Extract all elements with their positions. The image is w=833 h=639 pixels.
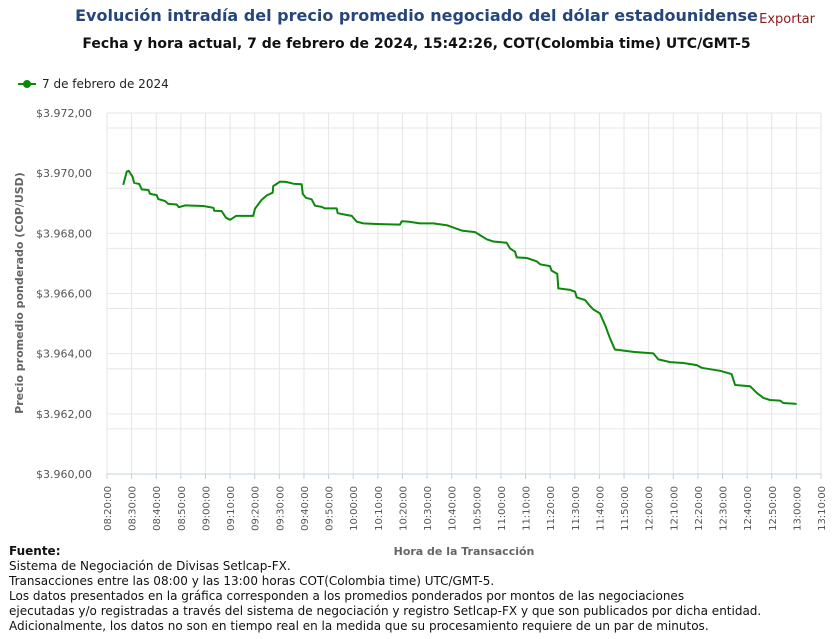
grid	[106, 112, 822, 475]
chart-title: Evolución intradía del precio promedio n…	[75, 6, 758, 25]
x-tick-label: 08:50:00	[177, 486, 188, 531]
x-axis: 08:20:00 08:30:00 08:40:00 08:50:00 09:00:00…	[103, 473, 828, 531]
y-axis: $3.960,00 $3.962,00 $3.964,00 $3.966,00 $3.9…	[36, 107, 92, 481]
legend-marker-icon	[18, 80, 36, 88]
x-tick-label: 11:20:00	[546, 486, 557, 531]
source-note: Fuente: Sistema de Negociación de Divisa…	[9, 544, 761, 634]
legend-item[interactable]: 7 de febrero de 2024	[18, 77, 169, 91]
x-tick-label: 08:20:00	[103, 486, 114, 531]
y-axis-label: Precio promedio ponderado (COP/USD)	[13, 172, 26, 414]
x-tick-label: 10:00:00	[349, 486, 360, 531]
x-tick-label: 12:40:00	[743, 486, 754, 531]
x-tick-label: 09:10:00	[226, 486, 237, 531]
x-tick-label: 11:00:00	[497, 486, 508, 531]
x-tick-label: 12:50:00	[768, 486, 779, 531]
y-tick-label: $3.966,00	[36, 288, 92, 301]
export-button[interactable]: Exportar	[759, 12, 815, 27]
x-tick-label: 12:10:00	[669, 486, 680, 531]
legend-label: 7 de febrero de 2024	[42, 77, 169, 91]
x-tick-label: 11:50:00	[620, 486, 631, 531]
x-tick-label: 12:30:00	[719, 486, 730, 531]
x-tick-label: 10:40:00	[448, 486, 459, 531]
y-tick-label: $3.960,00	[36, 468, 92, 481]
source-line: Los datos presentados en la gráfica corr…	[9, 589, 685, 603]
y-tick-label: $3.970,00	[36, 167, 92, 180]
x-tick-label: 09:50:00	[325, 486, 336, 531]
series-line	[122, 169, 797, 405]
x-tick-label: 13:10:00	[817, 486, 828, 531]
x-tick-label: 12:20:00	[694, 486, 705, 531]
y-tick-label: $3.962,00	[36, 408, 92, 421]
x-tick-label: 12:00:00	[645, 486, 656, 531]
x-tick-label: 10:50:00	[472, 486, 483, 531]
x-axis-label: Hora de la Transacción	[394, 545, 535, 558]
x-tick-label: 09:20:00	[251, 486, 262, 531]
x-tick-label: 09:00:00	[201, 486, 212, 531]
source-heading: Fuente:	[9, 544, 61, 558]
y-tick-label: $3.968,00	[36, 227, 92, 240]
x-tick-label: 08:40:00	[152, 486, 163, 531]
x-tick-label: 11:10:00	[522, 486, 533, 531]
x-tick-label: 11:30:00	[571, 486, 582, 531]
x-tick-label: 11:40:00	[595, 486, 606, 531]
x-tick-label: 13:00:00	[792, 486, 803, 531]
x-tick-label: 08:30:00	[128, 486, 139, 531]
y-tick-label: $3.964,00	[36, 348, 92, 361]
x-tick-label: 09:40:00	[300, 486, 311, 531]
source-line: ejecutadas y/o registradas a través del …	[9, 604, 762, 618]
x-tick-label: 10:10:00	[374, 486, 385, 531]
source-line: Transacciones entre las 08:00 y las 13:0…	[9, 574, 495, 588]
x-tick-label: 10:30:00	[423, 486, 434, 531]
source-line: Adicionalmente, los datos no son en tiem…	[9, 619, 709, 633]
chart-subtitle: Fecha y hora actual, 7 de febrero de 202…	[82, 36, 751, 52]
x-tick-label: 09:30:00	[275, 486, 286, 531]
y-tick-label: $3.972,00	[36, 107, 92, 120]
source-line: Sistema de Negociación de Divisas Setlca…	[9, 559, 291, 573]
x-tick-label: 10:20:00	[398, 486, 409, 531]
